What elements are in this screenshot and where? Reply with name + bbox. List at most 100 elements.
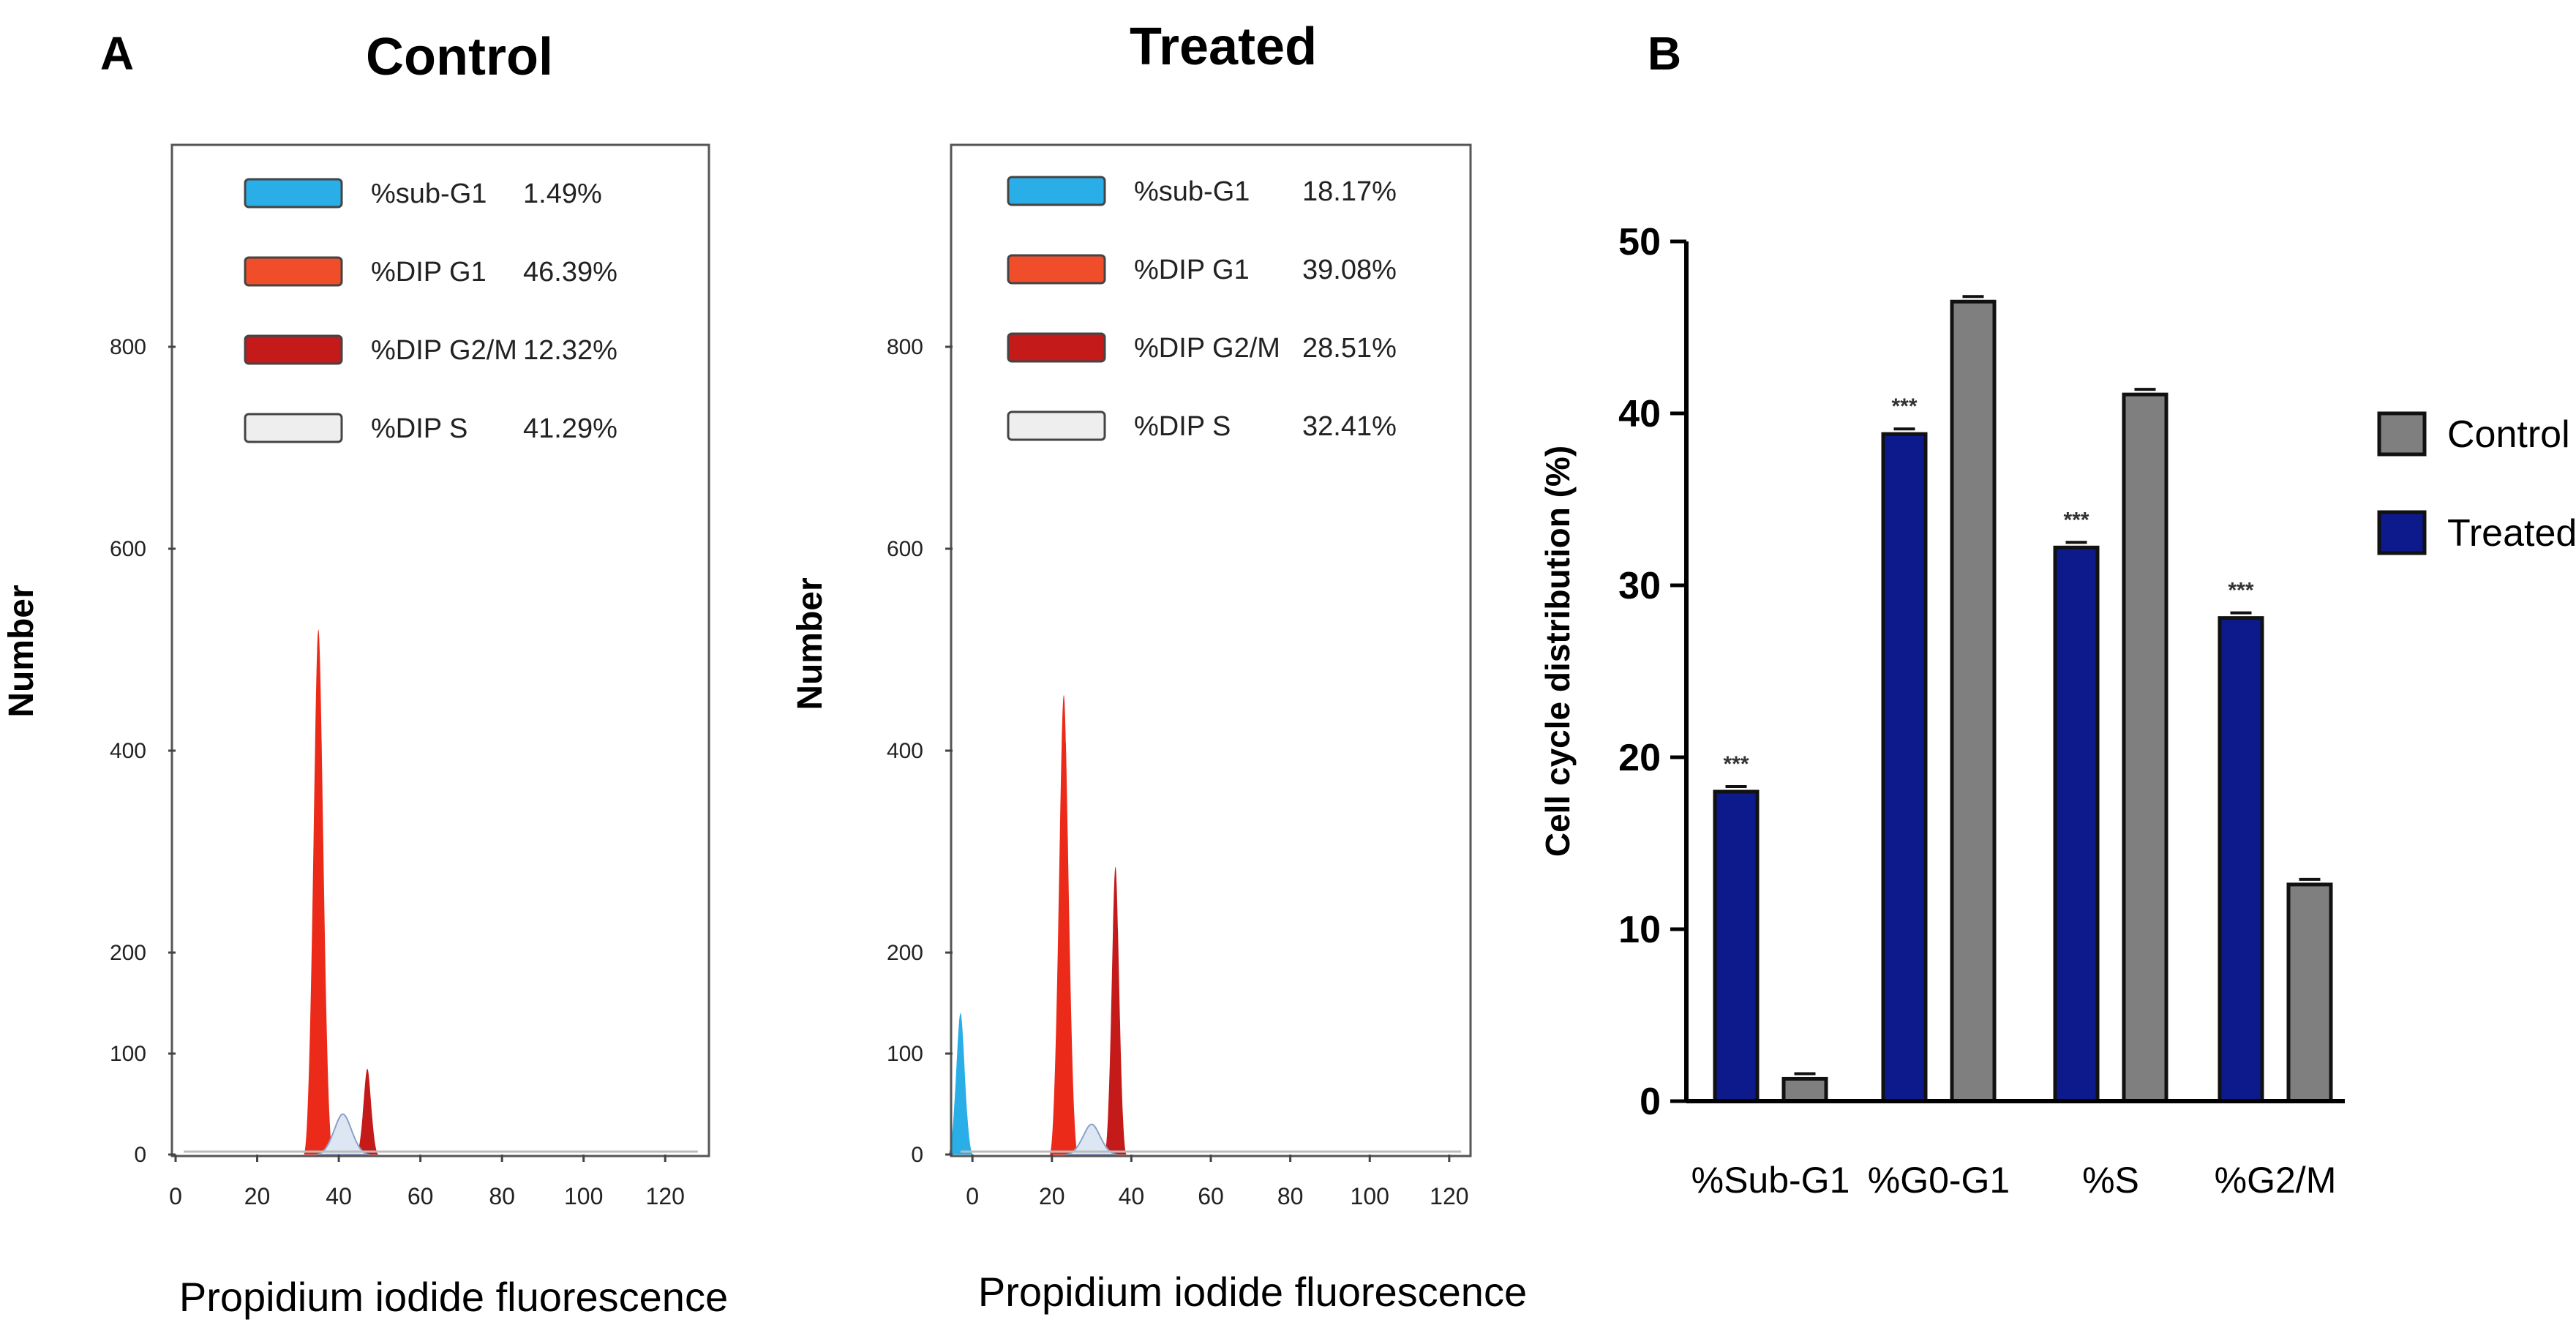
bar-x-tick-label: %G0-G1 (1868, 1160, 2010, 1201)
bar-y-tick-label: 40 (1618, 393, 1661, 435)
bar-x-tick-label: %G2/M (2215, 1160, 2337, 1201)
trt-y-tick-label: 200 (887, 941, 923, 965)
ctl-legend-swatch-1 (244, 256, 343, 287)
bar-control-3 (2286, 882, 2333, 1103)
trt-legend-label-0: %sub-G1 (1134, 176, 1250, 207)
trt-legend-label-1: %DIP G1 (1134, 255, 1250, 285)
bar-x-tick-label: %Sub-G1 (1691, 1160, 1850, 1201)
ctl-x-tick-label: 40 (326, 1183, 352, 1209)
trt-peak-sub-g1 (947, 1013, 974, 1155)
trt-legend-swatch-2 (1007, 332, 1106, 363)
treated-ylabel: Number (791, 577, 830, 710)
trt-x-tick-label: 100 (1351, 1183, 1389, 1209)
control-title: Control (366, 28, 553, 86)
trt-x-tick-label: 0 (966, 1183, 979, 1209)
treated-xlabel: Propidium iodide fluorescence (978, 1269, 1527, 1315)
bar-significance-0: *** (1723, 752, 1749, 776)
bar-y-tick-label: 30 (1618, 565, 1661, 607)
ctl-y-tick-label: 600 (110, 537, 146, 561)
ctl-legend-value-2: 12.32% (523, 335, 617, 366)
ctl-legend-label-0: %sub-G1 (371, 179, 487, 209)
ctl-legend-label-3: %DIP S (371, 413, 467, 444)
trt-y-tick-label: 400 (887, 739, 923, 763)
treated-plot-frame (950, 143, 1472, 1157)
bar-treated-3 (2218, 616, 2264, 1103)
trt-x-tick-label: 120 (1430, 1183, 1468, 1209)
bar-treated-1 (1881, 432, 1928, 1103)
trt-legend-value-3: 32.41% (1302, 411, 1397, 442)
control-x-ticks: 0 20 40 60 80 100 120 (169, 1155, 685, 1209)
trt-peak-dip-g2-m (1104, 866, 1127, 1155)
trt-legend-swatch-3 (1007, 410, 1106, 441)
trt-legend-label-3: %DIP S (1134, 411, 1231, 442)
bar-significance-1: *** (1891, 394, 1917, 419)
treated-y-ticks: 0 100 200 400 600 800 (887, 335, 953, 1167)
ctl-x-tick-label: 80 (489, 1183, 515, 1209)
ctl-y-tick-label: 800 (110, 335, 146, 359)
ctl-legend-value-0: 1.49% (523, 179, 602, 209)
ctl-legend-value-3: 41.29% (523, 413, 617, 444)
trt-x-tick-label: 20 (1039, 1183, 1065, 1209)
control-histogram: Control 0 100 200 400 600 800 0 20 40 60 80 100 120… (2, 28, 728, 1320)
panel-b-label: B (1648, 27, 1681, 80)
bar-legend-swatch-control (2377, 411, 2427, 457)
bar-control-2 (2122, 392, 2168, 1103)
control-ylabel: Number (2, 585, 41, 717)
treated-legend: %sub-G1 18.17% %DIP G1 39.08% %DIP G2/M 28.51… (1007, 176, 1397, 442)
bar-y-ticks: 0 10 20 30 40 50 (1618, 221, 1686, 1123)
ctl-peak-dip-g1 (304, 629, 334, 1155)
ctl-x-tick-label: 120 (646, 1183, 685, 1209)
ctl-x-tick-label: 0 (169, 1183, 182, 1209)
control-xlabel: Propidium iodide fluorescence (179, 1274, 728, 1320)
trt-legend-label-2: %DIP G2/M (1134, 333, 1280, 364)
ctl-y-tick-label: 100 (110, 1042, 146, 1066)
bar-y-tick-label: 10 (1618, 909, 1661, 951)
bar-ylabel: Cell cycle distribution (%) (1539, 446, 1577, 857)
ctl-legend-value-1: 46.39% (523, 257, 617, 288)
trt-y-tick-label: 100 (887, 1042, 923, 1066)
bar-treated-2 (2053, 545, 2100, 1103)
bar-legend-label-control: Control (2447, 413, 2570, 456)
bar-treated-0 (1713, 789, 1760, 1103)
trt-x-tick-label: 60 (1198, 1183, 1224, 1209)
ctl-legend-swatch-2 (244, 334, 343, 365)
ctl-y-tick-label: 400 (110, 739, 146, 763)
treated-title: Treated (1130, 18, 1317, 76)
ctl-peak-dip-g2-m (356, 1068, 379, 1155)
trt-y-tick-label: 800 (887, 335, 923, 359)
trt-y-tick-label: 0 (911, 1143, 923, 1167)
control-y-ticks: 0 100 200 400 600 800 (110, 335, 176, 1167)
trt-legend-value-1: 39.08% (1302, 255, 1397, 285)
bar-y-tick-label: 0 (1640, 1081, 1661, 1123)
bar-control-0 (1781, 1076, 1828, 1103)
panel-a-label: A (100, 27, 134, 80)
bar-significance-3: *** (2228, 579, 2253, 603)
bar-y-tick-label: 50 (1618, 221, 1661, 263)
trt-peak-dip-g1 (1049, 695, 1078, 1155)
trt-x-tick-label: 80 (1277, 1183, 1304, 1209)
treated-histogram: Treated 0 100 200 400 600 800 0 20 40 60 80 100 120… (791, 18, 1527, 1315)
bar-legend: Control Treated (2377, 411, 2576, 555)
bar-control-1 (1950, 299, 1997, 1103)
trt-legend-value-2: 28.51% (1302, 333, 1397, 364)
bar-legend-swatch-treated (2377, 510, 2427, 555)
ctl-x-tick-label: 100 (564, 1183, 603, 1209)
ctl-y-tick-label: 200 (110, 941, 146, 965)
bar-x-tick-label: %S (2082, 1160, 2139, 1201)
trt-legend-value-0: 18.17% (1302, 176, 1397, 207)
ctl-x-tick-label: 20 (244, 1183, 271, 1209)
ctl-legend-swatch-0 (244, 178, 343, 209)
trt-y-tick-label: 600 (887, 537, 923, 561)
ctl-x-tick-label: 60 (408, 1183, 434, 1209)
bar-y-tick-label: 20 (1618, 737, 1661, 779)
trt-legend-swatch-1 (1007, 254, 1106, 285)
treated-x-ticks: 0 20 40 60 80 100 120 (966, 1155, 1469, 1209)
bar-significance-2: *** (2063, 508, 2089, 532)
bar-legend-label-treated: Treated (2447, 512, 2576, 555)
trt-legend-swatch-0 (1007, 176, 1106, 206)
bar-x-ticks: %Sub-G1 %G0-G1 %S %G2/M (1691, 1160, 2337, 1201)
bar-series: *** *** *** *** (1713, 295, 2333, 1103)
trt-x-tick-label: 40 (1119, 1183, 1145, 1209)
control-legend: %sub-G1 1.49% %DIP G1 46.39% %DIP G2/M 12.32%… (244, 178, 617, 444)
